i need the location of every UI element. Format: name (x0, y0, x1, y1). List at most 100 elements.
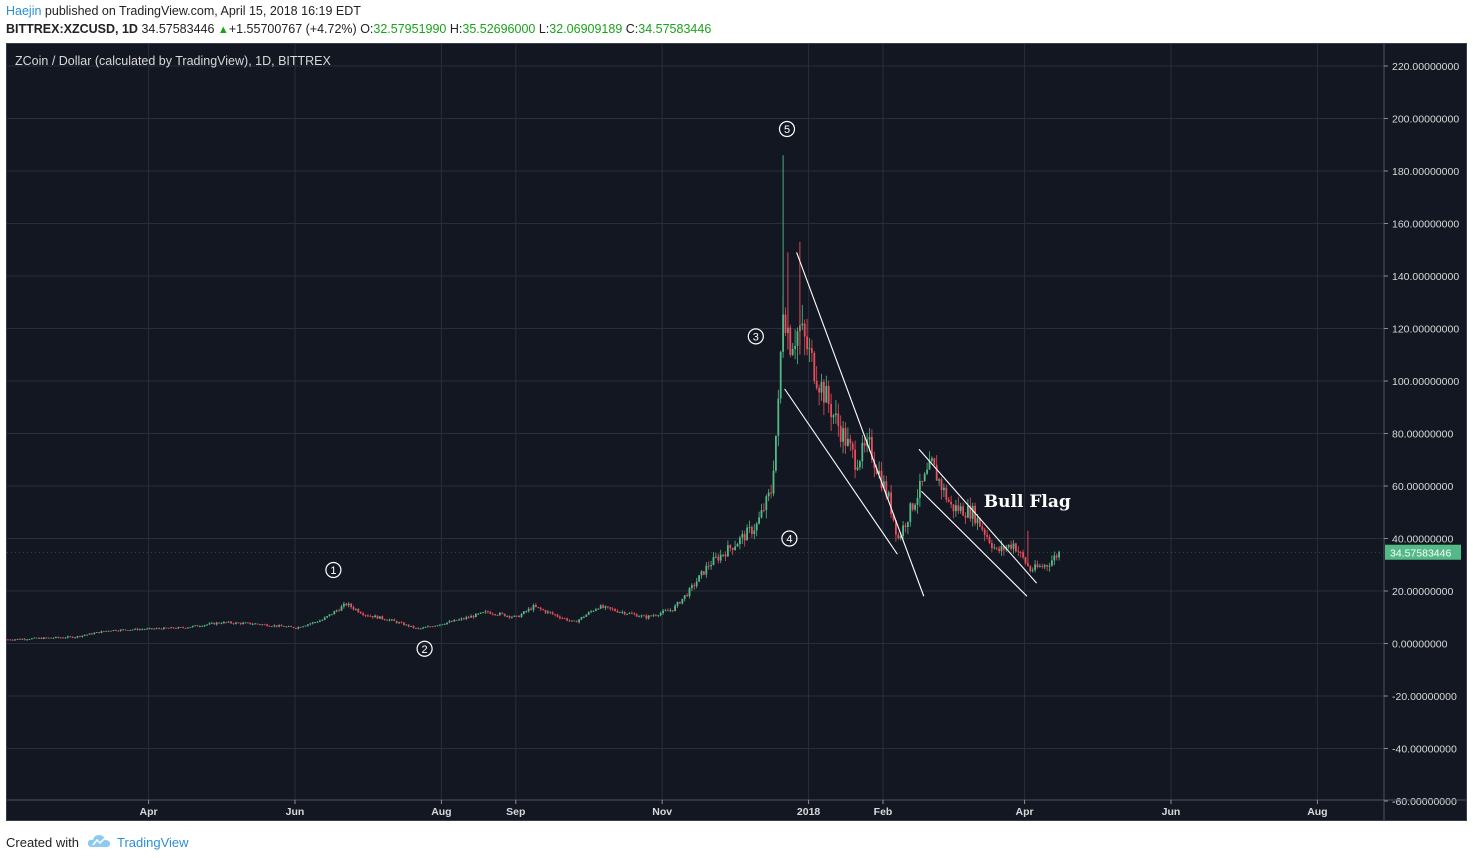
candle-body (554, 614, 556, 615)
candle-body (415, 627, 417, 629)
candle-body (352, 607, 355, 610)
candle-body (83, 635, 86, 636)
candle-body (537, 606, 540, 608)
time-axis[interactable]: Apr Jun Aug Sep Nov 2018 Feb Apr Jun Aug (7, 799, 1466, 818)
candle-body (782, 314, 784, 352)
candle-body (199, 626, 201, 628)
candle-body (441, 624, 444, 626)
candle-body (923, 473, 926, 482)
candle-body (283, 626, 285, 628)
y-tick-label: -20.00000000 (1392, 691, 1457, 703)
candle-body (146, 628, 148, 630)
candle-body (1048, 565, 1051, 567)
candle-body (947, 499, 950, 502)
candle-body (669, 610, 672, 612)
candle-body (676, 602, 679, 606)
candle-body (1003, 546, 1005, 550)
candle-body (266, 624, 268, 627)
candle-body (791, 348, 794, 355)
candle-body (530, 608, 532, 610)
candle-body (686, 595, 688, 597)
candle-body (789, 327, 792, 355)
candle-body (1024, 557, 1027, 564)
candle-body (583, 616, 585, 618)
open-label: O: (360, 22, 374, 36)
candle-body (763, 510, 765, 511)
candle-body (247, 622, 249, 624)
candle-body (623, 611, 626, 615)
candle-body (609, 607, 612, 609)
candle-body (585, 614, 588, 617)
candle-body (806, 336, 808, 350)
candle-body (242, 622, 244, 625)
candle-body (160, 628, 163, 630)
candle-body (539, 607, 542, 610)
x-tick-label: Jun (1162, 806, 1181, 818)
candle-body (544, 610, 547, 613)
candle-body (674, 605, 676, 612)
candle-body (33, 637, 36, 639)
candle-body (1019, 552, 1022, 553)
candle-body (489, 612, 492, 614)
candle-body (371, 615, 374, 618)
tradingview-link[interactable]: TradingView (116, 834, 189, 850)
y-tick-label: -60.00000000 (1392, 796, 1457, 808)
candle-body (703, 571, 705, 575)
candle-body (916, 497, 919, 505)
footer: Created with TradingView (6, 832, 189, 852)
candle-body (739, 537, 741, 545)
wave-3-circle (747, 328, 764, 345)
candle-body (254, 623, 256, 625)
candle-body (503, 613, 506, 617)
candle-body (249, 622, 252, 625)
candle-body (172, 627, 175, 629)
candle-body (1000, 546, 1003, 552)
price-axis[interactable]: 220.00000000 200.00000000 180.00000000 160.… (1383, 44, 1461, 820)
candle-body (926, 469, 928, 474)
last-price-label: 34.57583446 (1390, 548, 1451, 560)
candle-body (758, 517, 760, 524)
last-price-tag (1385, 544, 1461, 560)
candle-body (971, 505, 974, 519)
candle-body (143, 629, 146, 631)
candle-body (688, 588, 691, 597)
candle-body (751, 527, 753, 535)
candle-body (775, 435, 777, 471)
candle-body (556, 614, 559, 617)
x-tick-label: Aug (431, 806, 451, 818)
candle-body (794, 345, 796, 349)
tradingview-cloud-icon (87, 834, 111, 851)
candle-body (31, 638, 33, 640)
y-tick-label: 140.00000000 (1392, 271, 1459, 283)
candle-body (549, 611, 552, 613)
author-link[interactable]: Haejin (6, 4, 42, 18)
candle-body (496, 614, 499, 616)
wave-4-circle (781, 530, 798, 547)
candle-body (595, 609, 597, 611)
candle-body (424, 627, 427, 628)
candle-body (655, 615, 657, 617)
candle-body (940, 479, 943, 491)
candle-body (148, 628, 151, 629)
candle-body (734, 546, 736, 550)
candle-body (223, 621, 225, 624)
candle-body (604, 606, 607, 608)
chart-area[interactable]: 1 2 3 4 5 Bull Flag 220.00000000 200.00000000 1… (6, 43, 1467, 821)
candle-body (333, 611, 336, 615)
candle-body (129, 629, 132, 631)
candle-body (633, 613, 636, 615)
wave-5-label: 5 (784, 124, 790, 136)
candle-body (1039, 566, 1041, 568)
candle-body (998, 548, 1000, 552)
candle-body (748, 527, 751, 528)
candle-body (263, 624, 266, 626)
candle-body (607, 606, 609, 608)
candle-body (527, 608, 530, 612)
candle-body (959, 506, 962, 511)
candle-body (652, 615, 655, 617)
candle-body (525, 611, 528, 613)
candle-body (619, 612, 621, 613)
price-chart[interactable]: 1 2 3 4 5 Bull Flag 220.00000000 200.00000000 1… (7, 44, 1466, 820)
candle-body (856, 467, 859, 470)
candle-body (1058, 551, 1060, 558)
